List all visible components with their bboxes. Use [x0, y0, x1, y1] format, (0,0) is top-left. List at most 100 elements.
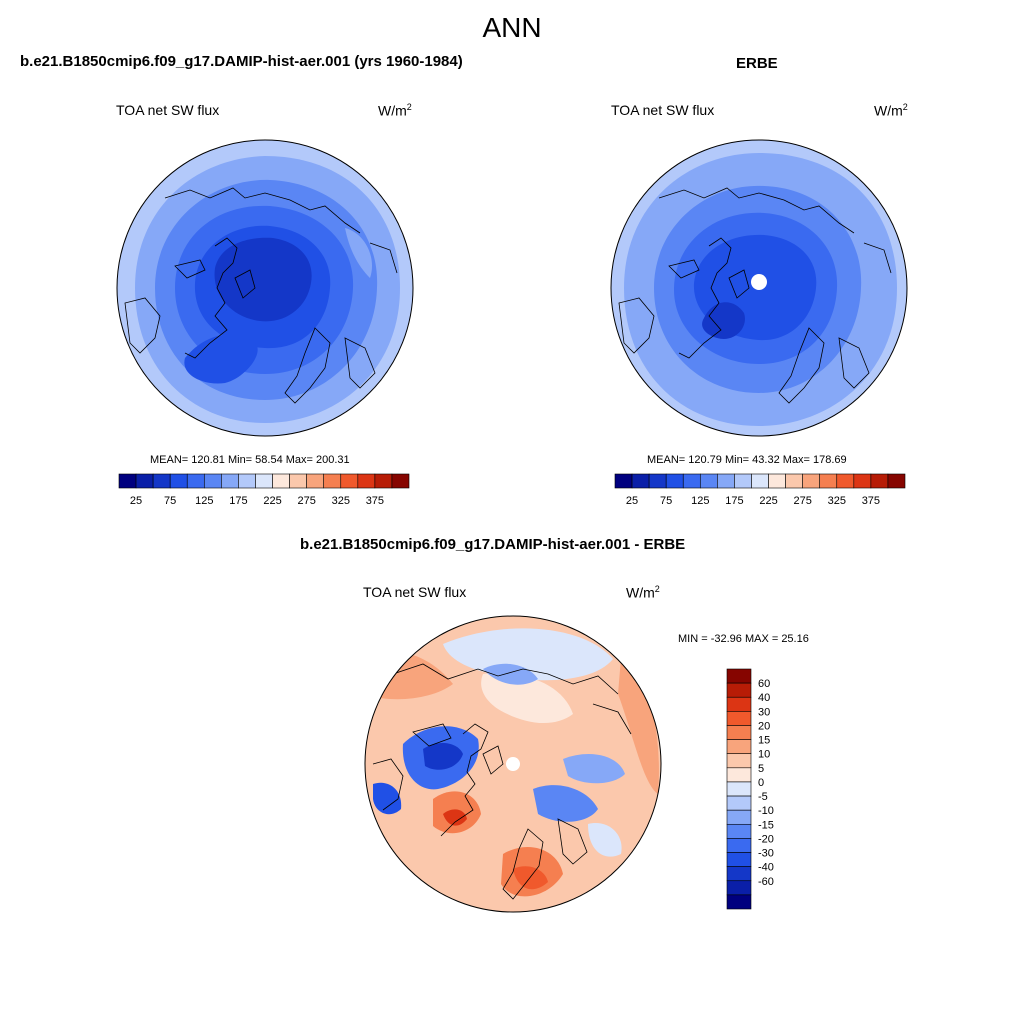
diff-colorbar-swatch — [726, 668, 752, 684]
diff-colorbar-tick-label: 40 — [758, 692, 770, 704]
obs-colorbar-swatch — [785, 473, 803, 489]
diff-colorbar-tick-label: 15 — [758, 735, 770, 747]
obs-colorbar-tick-label: 175 — [725, 495, 743, 507]
diff-colorbar-tick-label: -10 — [758, 805, 774, 817]
model-colorbar-swatch — [289, 473, 307, 489]
obs-colorbar-tick-label: 275 — [793, 495, 811, 507]
model-colorbar-swatch — [255, 473, 273, 489]
diff-stats: MIN = -32.96 MAX = 25.16 — [678, 633, 809, 645]
model-colorbar-tick-label: 375 — [366, 495, 384, 507]
obs-colorbar-swatch — [682, 473, 701, 489]
diff-colorbar-tick-label: 20 — [758, 720, 770, 732]
obs-colorbar-swatch — [819, 473, 838, 489]
diff-colorbar-tick-label: 5 — [758, 763, 764, 775]
obs-stats: MEAN= 120.79 Min= 43.32 Max= 178.69 — [647, 454, 847, 466]
diff-panel-title: b.e21.B1850cmip6.f09_g17.DAMIP-hist-aer.… — [300, 536, 686, 553]
model-variable-label: TOA net SW flux — [116, 102, 220, 118]
model-colorbar-swatch — [203, 473, 222, 489]
obs-colorbar-swatch — [631, 473, 650, 489]
diff-colorbar-swatch — [726, 894, 752, 910]
obs-panel-title: ERBE — [736, 55, 778, 72]
model-units-label: W/m2 — [378, 102, 412, 119]
diff-colorbar-swatch — [726, 767, 752, 783]
obs-colorbar-tick-label: 325 — [828, 495, 846, 507]
model-colorbar-tick-label: 225 — [263, 495, 281, 507]
diff-colorbar-tick-label: -30 — [758, 848, 774, 860]
obs-colorbar-swatch — [802, 473, 821, 489]
diff-colorbar-swatch — [726, 725, 752, 740]
diff-variable-label: TOA net SW flux — [363, 584, 467, 600]
obs-colorbar-swatch — [853, 473, 872, 489]
diff-colorbar-swatch — [726, 880, 752, 896]
model-colorbar-tick-label: 125 — [195, 495, 213, 507]
diff-colorbar-swatch — [726, 682, 752, 698]
model-polar-map — [116, 139, 414, 437]
obs-colorbar-tick-label: 25 — [626, 495, 638, 507]
obs-colorbar-tick-label: 225 — [759, 495, 777, 507]
diff-colorbar-tick-label: -5 — [758, 791, 768, 803]
diff-colorbar-swatch — [726, 781, 752, 797]
model-colorbar-tick-label: 175 — [229, 495, 247, 507]
model-colorbar-tick-label: 75 — [164, 495, 176, 507]
diff-units-label: W/m2 — [626, 584, 660, 601]
obs-colorbar-swatch — [734, 473, 752, 489]
diff-colorbar-swatch — [726, 823, 752, 839]
model-colorbar-swatch — [306, 473, 325, 489]
obs-colorbar-swatch — [614, 473, 633, 489]
obs-polar-map — [610, 139, 908, 437]
diff-colorbar-tick-label: 10 — [758, 749, 770, 761]
diff-colorbar-tick-label: 30 — [758, 706, 770, 718]
diff-polar-map — [364, 615, 662, 913]
model-colorbar-swatch — [238, 473, 256, 489]
figure-title: ANN — [482, 12, 542, 43]
obs-colorbar-swatch — [887, 473, 906, 489]
diff-colorbar-swatch — [726, 866, 752, 882]
diff-colorbar-swatch — [726, 753, 752, 769]
obs-colorbar-swatch — [717, 473, 735, 489]
model-colorbar-swatch — [357, 473, 376, 489]
model-stats: MEAN= 120.81 Min= 58.54 Max= 200.31 — [150, 454, 350, 466]
obs-units-label: W/m2 — [874, 102, 908, 119]
model-colorbar-swatch — [374, 473, 393, 489]
diff-colorbar-swatch — [726, 795, 752, 811]
obs-colorbar-swatch — [648, 473, 667, 489]
obs-colorbar-swatch — [665, 473, 684, 489]
diff-colorbar-tick-label: 0 — [758, 777, 764, 789]
model-colorbar-swatch — [323, 473, 342, 489]
model-colorbar-swatch — [340, 473, 359, 489]
obs-variable-label: TOA net SW flux — [611, 102, 715, 118]
model-colorbar-tick-label: 25 — [130, 495, 142, 507]
obs-colorbar: 25 75 125 175 225 275 325 375 — [614, 473, 906, 507]
model-colorbar-swatch — [391, 473, 410, 489]
model-colorbar-swatch — [135, 473, 154, 489]
obs-colorbar-swatch — [870, 473, 889, 489]
model-colorbar-swatch — [221, 473, 239, 489]
diff-colorbar-swatch — [726, 696, 752, 712]
model-panel-title: b.e21.B1850cmip6.f09_g17.DAMIP-hist-aer.… — [20, 53, 463, 70]
model-colorbar-swatch — [152, 473, 171, 489]
diff-colorbar-tick-label: -15 — [758, 819, 774, 831]
diff-colorbar-swatch — [726, 711, 752, 726]
diff-colorbar-tick-label: -20 — [758, 833, 774, 845]
diff-colorbar-tick-label: -60 — [758, 876, 774, 888]
model-colorbar-swatch — [186, 473, 205, 489]
model-colorbar-swatch — [118, 473, 137, 489]
diff-colorbar-tick-label: -40 — [758, 862, 774, 874]
diff-colorbar-swatch — [726, 838, 752, 853]
obs-colorbar-tick-label: 125 — [691, 495, 709, 507]
diff-colorbar-swatch — [726, 852, 752, 867]
obs-colorbar-swatch — [836, 473, 855, 489]
model-colorbar: 25 75 125 175 225 275 325 375 — [118, 473, 410, 507]
model-colorbar-tick-label: 325 — [332, 495, 350, 507]
diff-colorbar: 60 40 30 20 15 10 5 0 -5 -10 -15 -20 -30 -40 -60 — [726, 668, 774, 910]
obs-colorbar-tick-label: 75 — [660, 495, 672, 507]
diff-colorbar-tick-label: 60 — [758, 678, 770, 690]
diff-colorbar-swatch — [726, 809, 752, 825]
diff-colorbar-swatch — [726, 739, 752, 755]
model-colorbar-swatch — [272, 473, 290, 489]
obs-colorbar-swatch — [768, 473, 786, 489]
obs-colorbar-swatch — [751, 473, 769, 489]
model-colorbar-swatch — [169, 473, 188, 489]
obs-colorbar-swatch — [699, 473, 718, 489]
obs-colorbar-tick-label: 375 — [862, 495, 880, 507]
